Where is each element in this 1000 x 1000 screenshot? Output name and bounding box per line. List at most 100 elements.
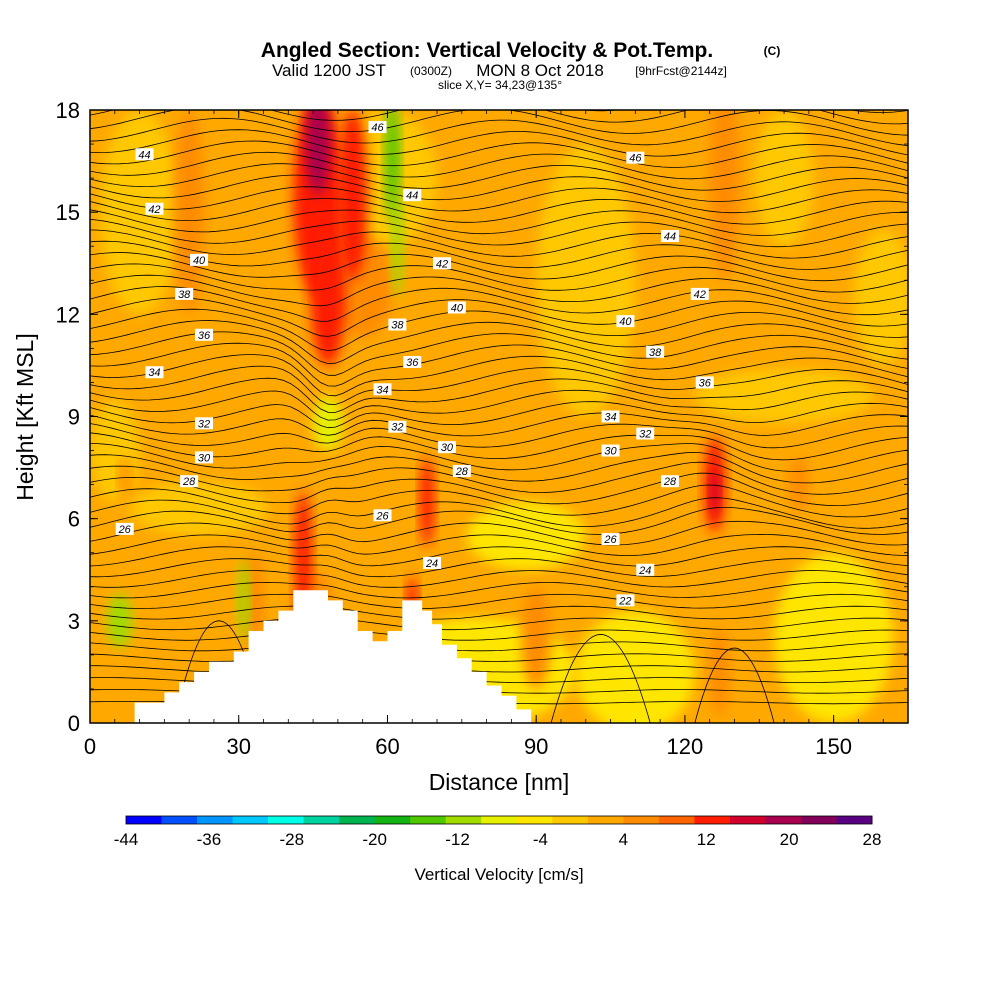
valid-utc: (0300Z) xyxy=(410,64,452,78)
theta-label-text: 34 xyxy=(604,412,616,424)
colorbar-swatch xyxy=(552,816,589,824)
theta-label-bg xyxy=(636,563,655,576)
velocity-region xyxy=(310,229,346,366)
theta-label-bg xyxy=(447,301,466,314)
colorbar-swatch xyxy=(694,816,731,824)
velocity-region xyxy=(294,491,313,615)
theta-contour xyxy=(90,377,908,413)
colorbar-tick-label: 4 xyxy=(619,830,628,849)
theta-contour xyxy=(90,263,908,293)
theta-label-bg xyxy=(690,287,709,300)
theta-contour xyxy=(90,354,908,397)
velocity-region xyxy=(107,593,133,649)
theta-label-bg xyxy=(601,410,620,423)
theta-contour xyxy=(90,412,908,437)
colorbar-label: Vertical Velocity [cm/s] xyxy=(414,865,583,884)
theta-label: 46 xyxy=(626,151,645,165)
theta-label: 32 xyxy=(195,417,214,430)
velocity-region xyxy=(305,110,331,196)
theta-contour xyxy=(90,593,908,609)
velocity-region xyxy=(536,144,636,417)
theta-contour xyxy=(90,389,908,421)
theta-label: 34 xyxy=(145,366,164,379)
theta-label: 30 xyxy=(437,441,456,454)
theta-contour xyxy=(90,229,908,259)
theta-label-text: 44 xyxy=(664,231,676,243)
colorbar-tick-label: -44 xyxy=(114,830,139,849)
theta-label: 42 xyxy=(432,257,451,270)
theta-label: 32 xyxy=(636,427,655,441)
theta-label: 36 xyxy=(403,356,422,369)
theta-label-text: 42 xyxy=(694,289,706,301)
theta-contour xyxy=(90,331,908,376)
theta-label-bg xyxy=(190,253,209,266)
colorbar-swatch xyxy=(587,816,624,824)
colorbar-swatch xyxy=(836,816,873,824)
theta-contours xyxy=(90,110,908,723)
theta-label: 42 xyxy=(690,287,709,301)
colorbar: -44 -36 -28 -20 -12 -4 4 12 20 28 xyxy=(114,815,882,849)
theta-label: 42 xyxy=(145,202,164,216)
colorbar-swatch xyxy=(658,816,695,824)
velocity-region xyxy=(853,229,908,366)
theta-contour xyxy=(90,507,908,535)
theta-label-bg xyxy=(115,522,134,535)
theta-contour xyxy=(90,423,908,449)
velocity-region xyxy=(709,110,740,281)
y-tick-label: 18 xyxy=(56,98,80,123)
y-tick-label: 12 xyxy=(56,302,80,327)
slice-label: slice X,Y= 34,23@135° xyxy=(438,78,562,92)
colorbar-tick-label: 28 xyxy=(863,830,882,849)
velocity-region xyxy=(709,467,720,516)
theta-label-bg xyxy=(452,464,471,477)
velocity-region xyxy=(521,586,552,689)
theta-label: 34 xyxy=(373,383,392,396)
theta-label-bg xyxy=(195,417,214,430)
theta-label-text: 34 xyxy=(148,367,160,379)
colorbar-swatch xyxy=(729,816,766,824)
theta-label: 38 xyxy=(388,318,407,332)
theta-contour xyxy=(90,605,908,620)
theta-label-bg xyxy=(695,376,714,389)
x-tick-label: 0 xyxy=(84,734,96,759)
theta-label: 28 xyxy=(452,464,471,478)
theta-contour xyxy=(90,461,908,495)
colorbar-swatch xyxy=(161,816,198,824)
theta-label-text: 28 xyxy=(182,476,196,488)
theta-label-text: 24 xyxy=(638,565,651,577)
velocity-region xyxy=(575,610,695,723)
velocity-region xyxy=(99,110,180,315)
x-tick-label: 90 xyxy=(524,734,548,759)
theta-label: 36 xyxy=(695,376,714,389)
theta-label-text: 46 xyxy=(371,122,384,134)
x-tick-label: 120 xyxy=(667,734,704,759)
theta-contour xyxy=(90,629,908,641)
theta-contour xyxy=(90,558,908,578)
theta-label-bg xyxy=(403,356,422,369)
colorbar-swatch xyxy=(410,816,447,824)
theta-contour xyxy=(90,129,908,157)
terrain xyxy=(134,590,532,723)
theta-contour xyxy=(90,117,908,147)
contour-labels: 46 44 46 44 42 44 40 42 38 42 40 38 40 36 38 36 34 36 34 34… xyxy=(115,121,714,607)
colorbar-swatch xyxy=(197,816,234,824)
colorbar-swatch xyxy=(623,816,660,824)
chart-title: Angled Section: Vertical Velocity & Pot.… xyxy=(261,39,713,62)
theta-contour xyxy=(90,320,908,365)
theta-label-text: 24 xyxy=(425,558,438,570)
colorbar-tick-label: -4 xyxy=(533,830,548,849)
theta-label-bg xyxy=(661,230,680,243)
theta-label: 40 xyxy=(616,315,635,328)
theta-contour xyxy=(90,342,908,387)
theta-contour xyxy=(550,634,651,723)
theta-label-bg xyxy=(437,441,456,454)
theta-label-text: 36 xyxy=(406,357,419,369)
velocity-region xyxy=(384,110,400,223)
colorbar-swatch xyxy=(765,816,802,824)
theta-label-text: 32 xyxy=(198,418,210,430)
theta-label: 24 xyxy=(423,556,442,570)
theta-contour xyxy=(90,240,908,270)
velocity-region xyxy=(694,368,874,424)
colorbar-tick-label: -12 xyxy=(445,830,470,849)
